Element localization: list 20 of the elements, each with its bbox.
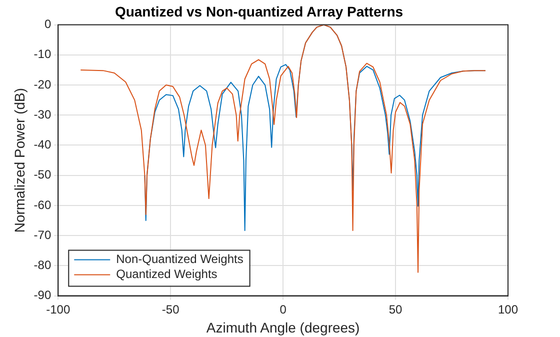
legend-label: Quantized Weights	[116, 267, 218, 282]
y-tick-label: -70	[34, 228, 52, 242]
y-tick-label: -90	[34, 288, 52, 302]
y-tick-label: -50	[34, 168, 52, 182]
legend-label: Non-Quantized Weights	[116, 252, 244, 266]
y-axis-title: Normalized Power (dB)	[11, 88, 28, 233]
y-tick-label: -80	[34, 258, 52, 272]
y-tick-label: -40	[34, 138, 52, 152]
chart-title: Quantized vs Non-quantized Array Patterns	[114, 3, 404, 20]
x-tick-label: 100	[498, 302, 518, 316]
y-tick-label: -60	[34, 198, 52, 212]
y-tick-label: -20	[34, 77, 52, 92]
y-tick-label: -10	[34, 47, 52, 62]
x-tick-label: -50	[162, 302, 180, 316]
x-tick-label: 0	[280, 302, 287, 316]
x-tick-label: 50	[388, 302, 403, 316]
y-tick-label: 0	[44, 17, 52, 32]
y-tick-label: -30	[34, 107, 52, 122]
x-axis-title: Azimuth Angle (degrees)	[206, 319, 360, 336]
x-tick-label: -100	[46, 302, 70, 316]
